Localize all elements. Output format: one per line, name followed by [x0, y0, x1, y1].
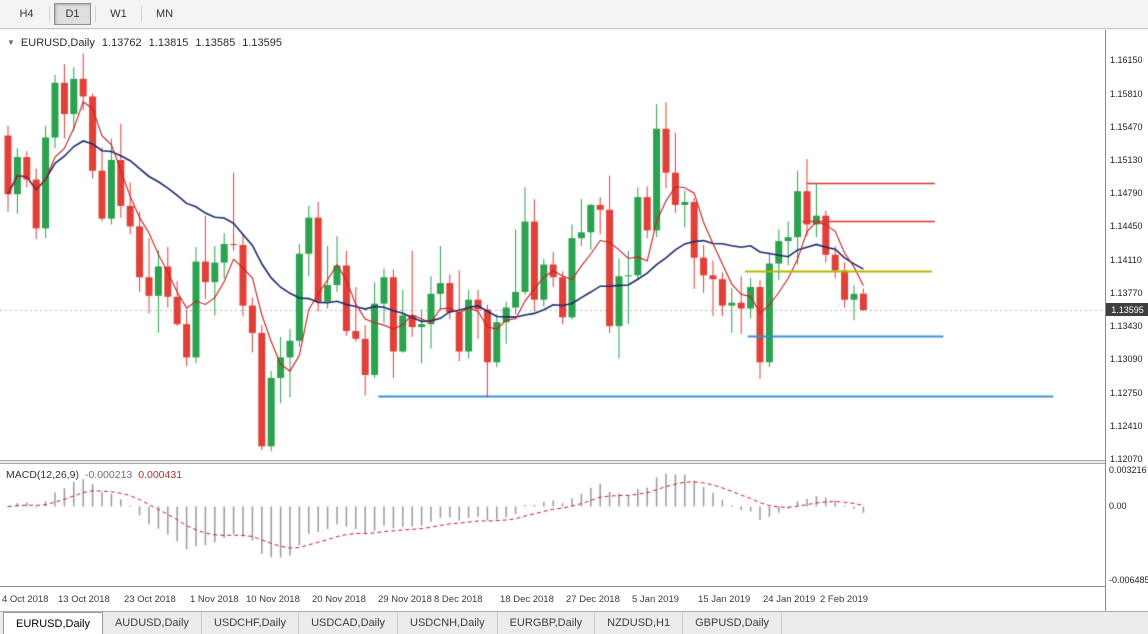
date-tick-label: 2 Feb 2019 [820, 594, 869, 605]
price-tick-label: 1.12070 [1110, 454, 1143, 464]
price-tick-label: 1.15130 [1110, 155, 1143, 165]
price-tick-label: 1.13090 [1110, 354, 1143, 364]
price-tick-label: 1.14110 [1110, 255, 1142, 265]
chart-tab[interactable]: NZDUSD,H1 [595, 612, 684, 634]
date-tick-label: 1 Nov 2018 [190, 594, 239, 605]
chart-tab[interactable]: EURUSD,Daily [3, 612, 103, 634]
date-tick-label: 13 Oct 2018 [58, 594, 110, 605]
chart-tab[interactable]: EURGBP,Daily [498, 612, 596, 634]
timeframe-toolbar: H4 D1 W1 MN [0, 0, 1148, 29]
date-tick-label: 27 Dec 2018 [566, 594, 620, 605]
price-tick-label: 1.16150 [1110, 55, 1143, 65]
chart-symbol-label: EURUSD,Daily [20, 37, 95, 49]
date-tick-label: 23 Oct 2018 [124, 594, 176, 605]
date-tick-label: 18 Dec 2018 [500, 594, 554, 605]
macd-main-value: -0.000213 [84, 469, 133, 481]
chart-title: ▼ EURUSD,Daily 1.13762 1.13815 1.13585 1.1359… [7, 37, 282, 49]
panel-splitter[interactable] [0, 460, 1148, 464]
timeframe-h4-button[interactable]: H4 [19, 8, 34, 20]
price-tick-label: 1.12750 [1110, 388, 1143, 398]
price-tick-label: 1.12410 [1110, 421, 1143, 431]
price-tick-label: 1.13770 [1110, 288, 1143, 298]
macd-name-label: MACD(12,26,9) [6, 469, 79, 481]
date-tick-label: 15 Jan 2019 [698, 594, 751, 605]
date-tick-label: 8 Dec 2018 [434, 594, 483, 605]
date-tick-label: 20 Nov 2018 [312, 594, 366, 605]
ohlc-open-value: 1.13762 [101, 37, 142, 49]
date-tick-label: 29 Nov 2018 [378, 594, 432, 605]
price-axis: 1.13595 1.16150 1.15810 1.15470 1.15130 1.14… [1105, 30, 1148, 611]
current-price-badge: 1.13595 [1106, 303, 1148, 316]
macd-signal-value: 0.000431 [138, 469, 183, 481]
price-tick-label: 1.13430 [1110, 321, 1143, 331]
chart-dropdown-icon[interactable]: ▼ [7, 38, 15, 47]
chart-tab[interactable]: AUDUSD,Daily [103, 612, 202, 634]
toolbar-separator [141, 6, 142, 22]
toolbar-separator [49, 6, 50, 22]
toolbar-separator [95, 6, 96, 22]
timeframe-mn-button[interactable]: MN [155, 8, 174, 20]
date-tick-label: 4 Oct 2018 [2, 594, 49, 605]
timeframe-d1-button[interactable]: D1 [54, 3, 91, 25]
macd-scale-label: 0.00 [1109, 501, 1127, 511]
macd-scale-label: 0.003216 [1109, 465, 1147, 475]
timeframe-w1-button[interactable]: W1 [110, 8, 127, 20]
macd-indicator-canvas[interactable] [0, 464, 1105, 586]
date-tick-label: 24 Jan 2019 [763, 594, 816, 605]
price-tick-label: 1.14790 [1110, 188, 1143, 198]
main-chart-canvas[interactable] [0, 30, 1105, 460]
date-tick-label: 10 Nov 2018 [246, 594, 300, 605]
price-tick-label: 1.15810 [1110, 89, 1143, 99]
ohlc-high-value: 1.13815 [148, 37, 189, 49]
chart-tab[interactable]: GBPUSD,Daily [683, 612, 783, 634]
chart-window: ▼ EURUSD,Daily 1.13762 1.13815 1.13585 1.1359… [0, 30, 1148, 611]
date-tick-label: 5 Jan 2019 [632, 594, 680, 605]
chart-tab[interactable]: USDCAD,Daily [299, 612, 399, 634]
price-tick-label: 1.14450 [1110, 221, 1143, 231]
ohlc-close-value: 1.13595 [242, 37, 282, 49]
macd-indicator-label: MACD(12,26,9) -0.000213 0.000431 [6, 469, 182, 481]
chart-tab-bar: EURUSD,Daily AUDUSD,Daily USDCHF,Daily U… [0, 611, 1148, 634]
price-tick-label: 1.15470 [1110, 122, 1143, 132]
ohlc-low-value: 1.13585 [195, 37, 236, 49]
macd-scale-label: -0.006485 [1109, 575, 1148, 585]
chart-tab[interactable]: USDCHF,Daily [202, 612, 300, 634]
time-axis: 4 Oct 2018 13 Oct 2018 23 Oct 2018 1 Nov 20… [0, 586, 1105, 611]
chart-tab[interactable]: USDCNH,Daily [398, 612, 498, 634]
